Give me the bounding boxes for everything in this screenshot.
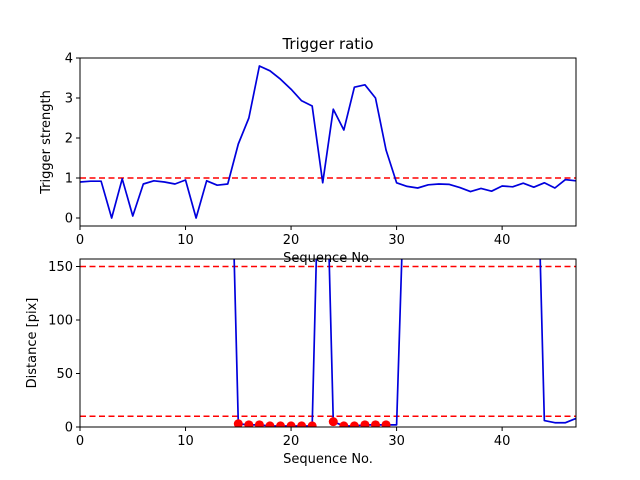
series-line — [233, 259, 576, 427]
data-point — [254, 420, 264, 427]
data-point — [297, 421, 307, 427]
x-tick-label: 20 — [283, 434, 300, 449]
data-point — [265, 421, 275, 427]
x-tick-label: 40 — [494, 233, 511, 248]
series-line — [80, 65, 576, 219]
y-tick-label: 3 — [65, 92, 73, 107]
y-tick-label: 50 — [56, 367, 73, 382]
data-point — [286, 421, 296, 427]
data-point — [328, 417, 338, 427]
plot-area — [80, 259, 576, 427]
data-point — [233, 419, 243, 427]
x-tick-label: 40 — [494, 434, 511, 449]
y-tick-label: 4 — [65, 52, 73, 67]
data-point — [381, 420, 391, 427]
y-tick-label: 0 — [65, 212, 73, 227]
y-tick-label: 2 — [65, 132, 73, 147]
distance-plot: 0 10 20 30 40 0 50 100 150 Sequence No. Distance [… — [25, 258, 577, 467]
x-tick-label: 0 — [76, 233, 84, 248]
x-tick-label: 10 — [177, 233, 194, 248]
y-tick-label: 100 — [48, 313, 73, 328]
chart-title: Trigger ratio — [281, 35, 373, 53]
x-axis-label: Sequence No. — [283, 452, 373, 467]
data-point — [349, 421, 359, 427]
x-tick-label: 30 — [388, 233, 405, 248]
y-tick-label: 1 — [65, 172, 73, 187]
data-point — [370, 420, 380, 427]
y-axis-label: Distance [pix] — [25, 298, 40, 389]
axes-frame — [79, 258, 577, 428]
x-tick-label: 10 — [177, 434, 194, 449]
data-point — [244, 420, 254, 427]
y-tick-label: 150 — [48, 260, 73, 275]
y-axis-label: Trigger strength — [39, 90, 54, 195]
x-tick-label: 0 — [76, 434, 84, 449]
plot-area — [80, 65, 576, 219]
data-point — [360, 420, 370, 427]
data-point — [339, 421, 349, 427]
data-point — [307, 421, 317, 427]
data-point — [276, 421, 286, 427]
y-tick-label: 0 — [65, 421, 73, 436]
x-tick-label: 20 — [283, 233, 300, 248]
x-tick-label: 30 — [388, 434, 405, 449]
axes-frame — [79, 57, 577, 227]
